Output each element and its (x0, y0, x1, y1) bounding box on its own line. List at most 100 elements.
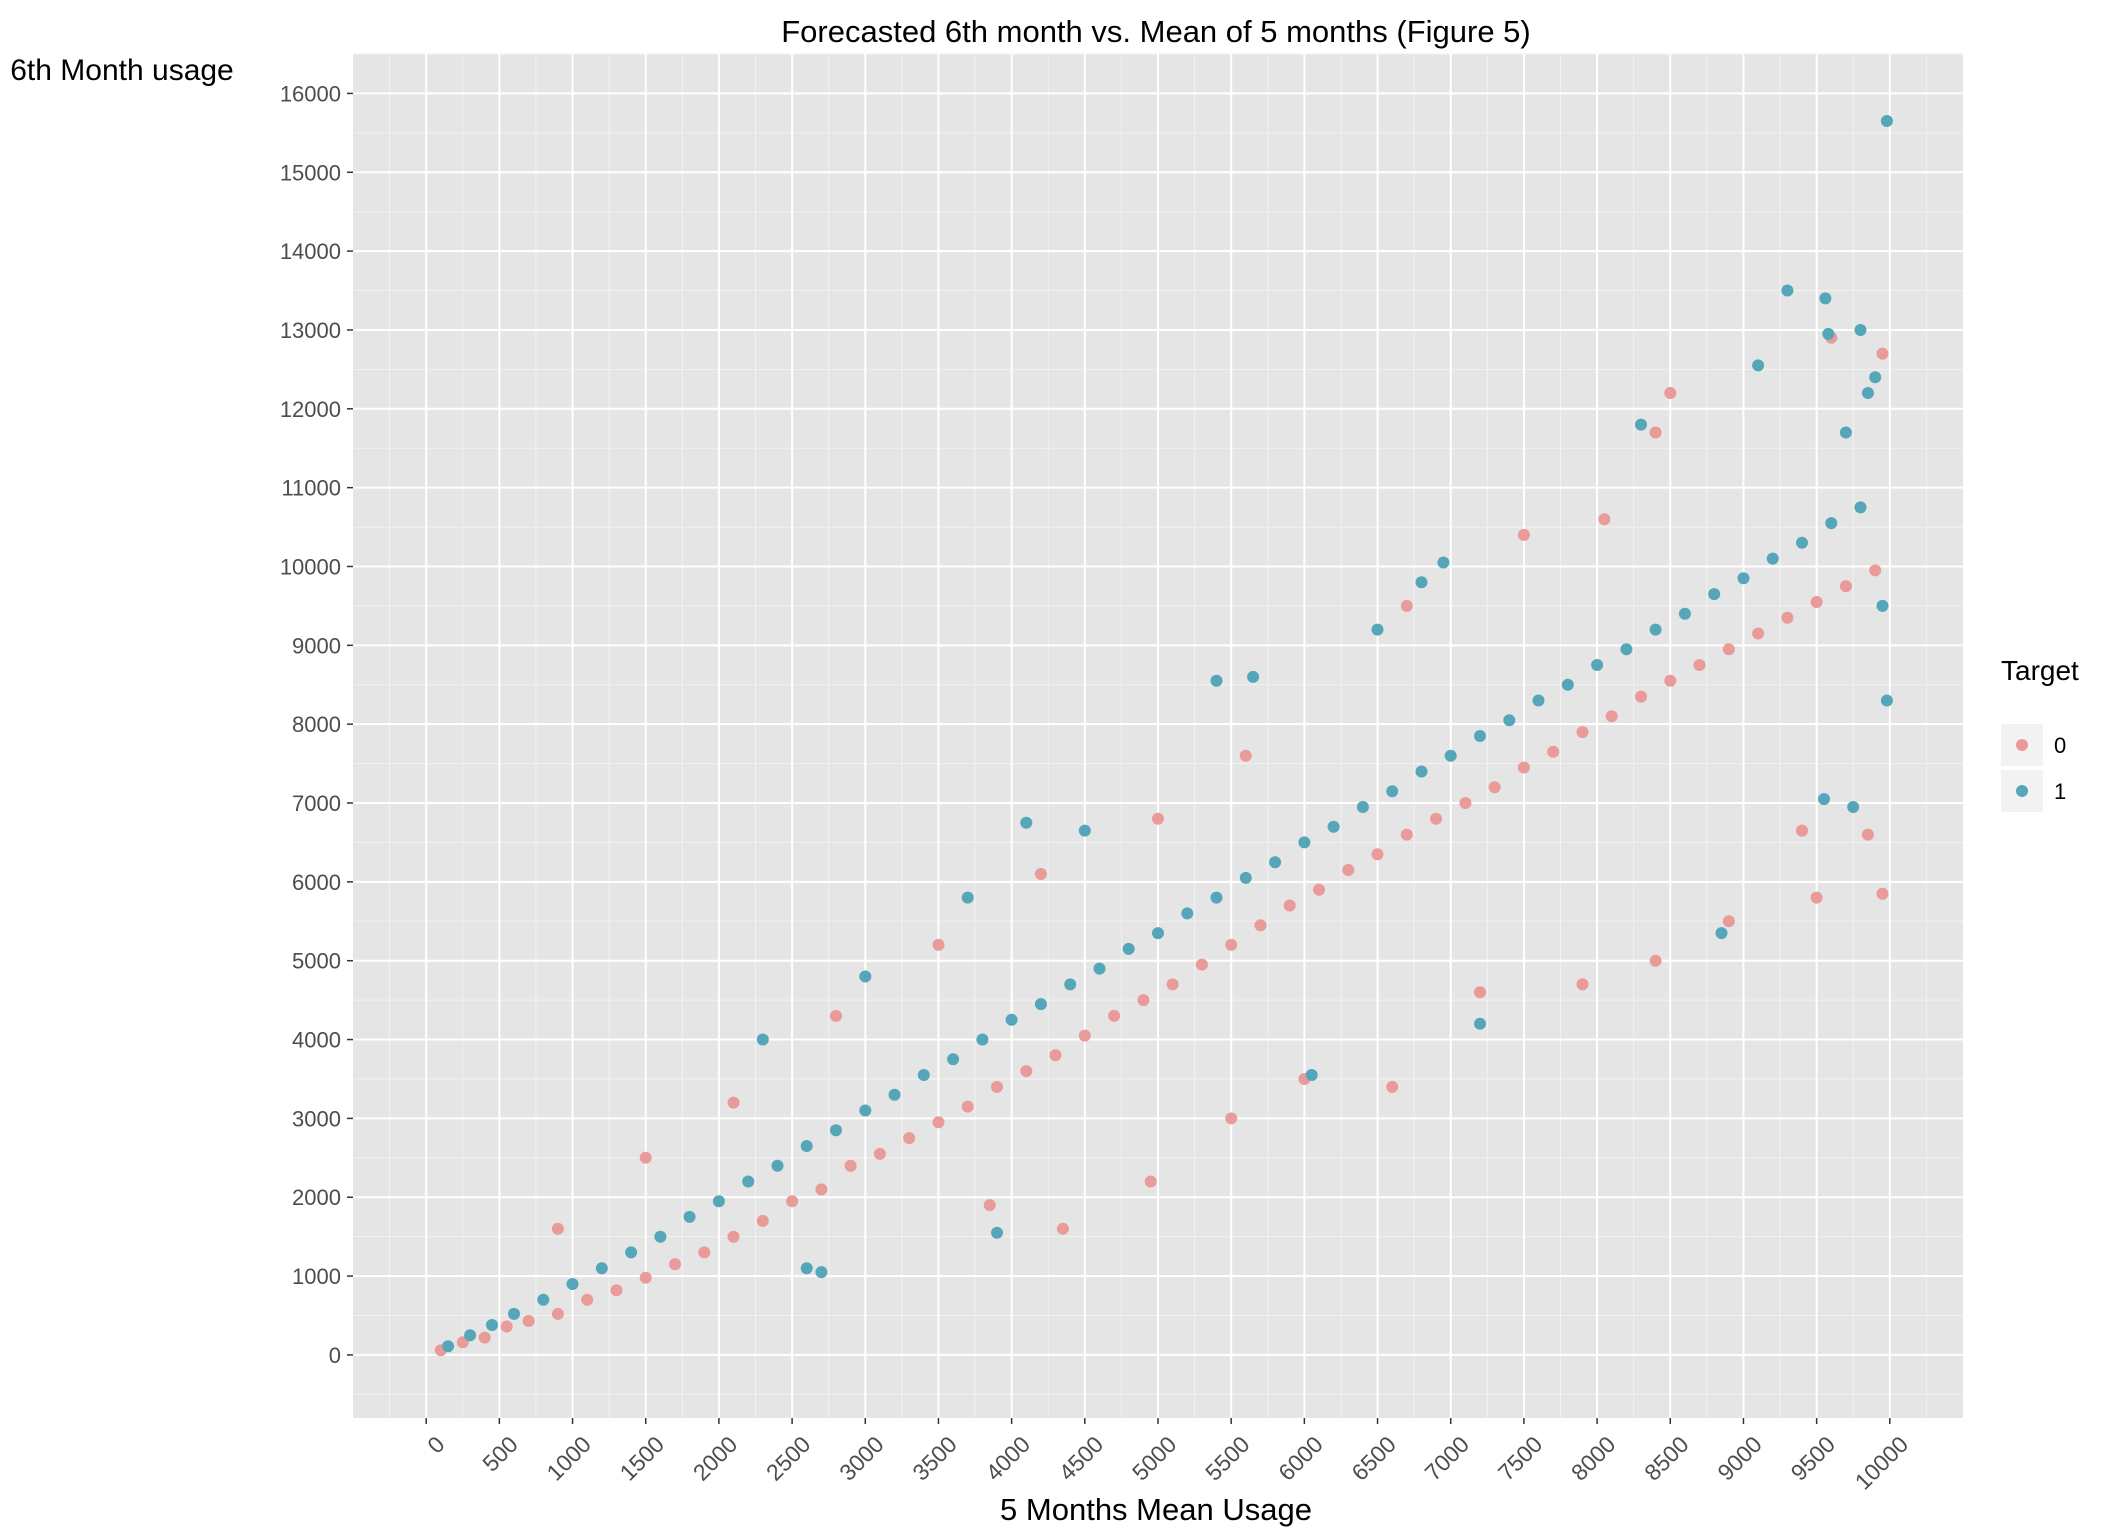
data-point-series-0 (932, 938, 945, 951)
data-point-series-1 (625, 1246, 638, 1259)
data-point-series-1 (976, 1033, 989, 1046)
data-point-series-1 (1356, 801, 1369, 813)
x-tick-label: 8000 (1566, 1431, 1621, 1486)
x-tick-label: 3500 (907, 1431, 962, 1486)
data-point-series-1 (1005, 1013, 1018, 1026)
data-point-series-1 (1819, 292, 1832, 305)
data-point-series-1 (1880, 115, 1893, 127)
data-point-series-1 (1839, 426, 1852, 439)
data-point-series-0 (1576, 726, 1589, 739)
y-tick-label: 11000 (281, 476, 341, 501)
data-point-series-0 (1861, 828, 1874, 841)
data-point-series-1 (991, 1226, 1003, 1239)
y-tick-label: 7000 (292, 791, 341, 816)
data-point-series-1 (1181, 907, 1194, 920)
x-tick-label: 9000 (1712, 1431, 1767, 1486)
data-point-series-0 (1547, 745, 1560, 758)
data-point-series-1 (1305, 1069, 1318, 1081)
legend-key-1-dot (2016, 785, 2028, 797)
data-point-series-0 (1400, 828, 1413, 841)
data-point-series-1 (1796, 536, 1808, 549)
y-tick-label: 9000 (292, 633, 341, 658)
data-point-series-1 (1239, 871, 1252, 884)
data-point-series-1 (800, 1140, 813, 1152)
data-point-series-1 (1737, 572, 1750, 585)
y-tick-label: 4000 (292, 1028, 341, 1053)
data-point-series-0 (1225, 938, 1238, 951)
data-point-series-0 (639, 1271, 652, 1284)
x-tick-label: 8500 (1639, 1431, 1694, 1486)
data-point-series-1 (859, 1104, 872, 1117)
data-point-series-1 (742, 1175, 755, 1188)
data-point-series-1 (1876, 599, 1889, 612)
data-point-series-0 (1144, 1175, 1157, 1188)
legend-label-0: 0 (2054, 733, 2066, 758)
y-tick-labels: 0 1000 2000 3000 4000 5000 6000 7000 8000 9000 100… (280, 81, 353, 1368)
data-point-series-1 (1474, 730, 1486, 742)
grid-lines (353, 53, 1963, 1418)
data-point-series-1 (595, 1262, 608, 1275)
data-point-series-0 (669, 1258, 681, 1271)
data-point-series-1 (442, 1340, 455, 1353)
data-point-series-0 (1517, 761, 1530, 774)
data-point-series-0 (727, 1096, 740, 1109)
data-point-series-1 (1093, 962, 1106, 975)
data-point-series-0 (1056, 1222, 1069, 1235)
x-tick-label: 2500 (761, 1431, 816, 1486)
data-point-series-0 (1225, 1112, 1238, 1125)
data-point-series-0 (1517, 528, 1530, 541)
data-point-series-1 (1854, 501, 1867, 514)
data-point-series-0 (1108, 1009, 1121, 1022)
data-point-series-1 (1503, 714, 1516, 727)
y-tick-label: 15000 (280, 160, 341, 185)
data-point-series-0 (1876, 347, 1889, 360)
x-axis-label: 5 Months Mean Usage (1000, 1492, 1312, 1527)
data-point-series-0 (1166, 978, 1179, 991)
data-point-series-0 (844, 1159, 857, 1172)
data-point-series-1 (1818, 793, 1830, 806)
data-point-series-1 (1854, 324, 1867, 336)
data-point-series-1 (1825, 517, 1838, 530)
data-point-series-0 (522, 1315, 535, 1327)
data-point-series-1 (1649, 623, 1662, 636)
y-tick-label: 1000 (292, 1264, 341, 1289)
data-point-series-1 (1269, 856, 1282, 869)
data-point-series-0 (1386, 1080, 1399, 1093)
data-point-series-0 (1722, 915, 1735, 928)
data-point-series-1 (566, 1278, 579, 1290)
data-point-series-0 (1488, 781, 1501, 794)
legend-label-1: 1 (2054, 779, 2066, 804)
data-point-series-1 (1766, 552, 1779, 565)
y-tick-label: 16000 (280, 81, 341, 106)
x-tick-label: 1500 (615, 1431, 670, 1486)
data-point-series-1 (1437, 556, 1450, 569)
data-point-series-1 (1474, 1017, 1486, 1030)
y-tick-label: 14000 (280, 239, 341, 264)
data-point-series-1 (712, 1195, 725, 1208)
x-tick-label: 4000 (980, 1431, 1035, 1486)
data-point-series-1 (1591, 659, 1604, 671)
data-point-series-1 (815, 1266, 828, 1279)
x-tick-label: 6000 (1273, 1431, 1328, 1486)
data-point-series-0 (932, 1116, 945, 1129)
data-point-series-0 (873, 1147, 886, 1160)
y-tick-label: 8000 (292, 712, 341, 737)
data-point-series-0 (830, 1009, 842, 1022)
chart-title: Forecasted 6th month vs. Mean of 5 month… (781, 14, 1531, 49)
data-point-series-1 (1561, 678, 1574, 691)
data-point-series-0 (903, 1132, 916, 1145)
data-point-series-0 (1693, 659, 1706, 671)
x-tick-label: 0 (422, 1431, 449, 1458)
y-tick-label: 12000 (280, 397, 341, 422)
y-tick-label: 6000 (292, 870, 341, 895)
y-tick-label: 10000 (280, 554, 341, 579)
data-point-series-1 (486, 1319, 498, 1331)
data-point-series-0 (1649, 426, 1662, 439)
data-point-series-1 (1210, 674, 1223, 687)
data-point-series-0 (1254, 919, 1267, 932)
data-point-series-0 (1283, 899, 1296, 912)
data-point-series-0 (1810, 891, 1823, 904)
data-point-series-1 (1532, 694, 1545, 707)
legend: Target 0 1 (2001, 655, 2079, 812)
